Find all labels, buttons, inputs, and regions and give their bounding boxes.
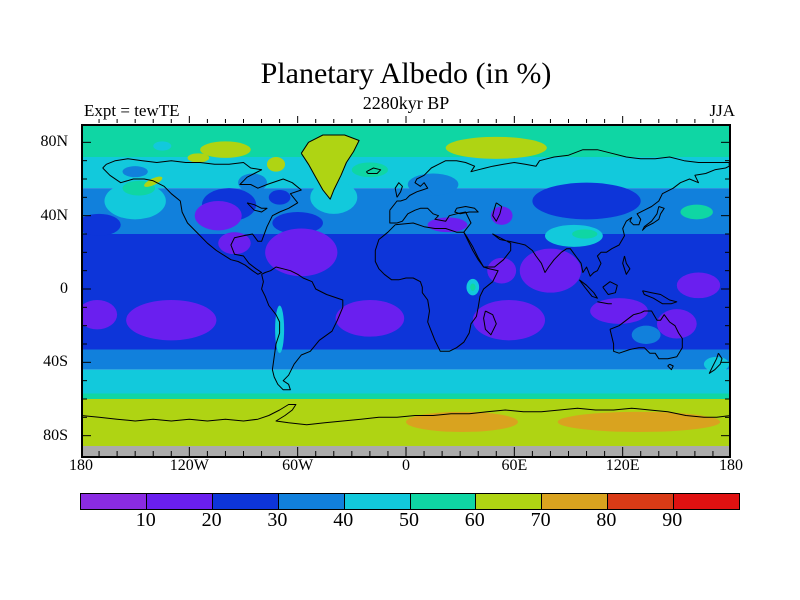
colorbar-segment <box>81 494 146 509</box>
colorbar-tick-label: 40 <box>333 509 354 531</box>
colorbar-segment <box>145 494 212 509</box>
lat-tick-label: 40N <box>40 206 68 224</box>
colorbar-segment <box>673 494 740 509</box>
colorbar-tick-label: 80 <box>596 509 617 531</box>
lon-tick-label: 120W <box>169 457 209 474</box>
colorbar-tick-label: 50 <box>399 509 419 531</box>
colorbar-tick-label: 30 <box>267 509 288 531</box>
colorbar-tick-label: 20 <box>201 509 222 531</box>
chart-title: Planetary Albedo (in %) <box>260 57 552 90</box>
lon-tick-label: 60E <box>501 457 528 474</box>
lon-tick-label: 60W <box>282 457 314 474</box>
lon-tick-label: 120E <box>605 457 640 474</box>
lat-tick-label: 80N <box>40 133 68 151</box>
colorbar-segment <box>277 494 344 509</box>
lat-tick-label: 80S <box>43 426 68 444</box>
colorbar-segment <box>211 494 278 509</box>
colorbar-segment <box>343 494 410 509</box>
lon-tick-label: 180 <box>69 457 93 474</box>
colorbar <box>80 493 740 510</box>
chart-subtitle: 2280kyr BP <box>362 93 450 113</box>
colorbar-segment <box>607 494 674 509</box>
lat-tick-label: 0 <box>60 280 68 297</box>
colorbar-segment <box>475 494 542 509</box>
colorbar-segment <box>409 494 476 509</box>
lat-tick-label: 40S <box>43 353 68 371</box>
map-plot <box>81 116 731 458</box>
lon-tick-label: 0 <box>402 457 410 474</box>
colorbar-tick-label: 70 <box>530 509 551 531</box>
colorbar-tick-label: 90 <box>662 509 683 531</box>
colorbar-segment <box>541 494 608 509</box>
season-label: JJA <box>709 101 735 120</box>
lon-tick-label: 180 <box>719 457 743 474</box>
experiment-label: Expt = tewTE <box>84 101 180 120</box>
colorbar-tick-label: 10 <box>135 509 156 531</box>
colorbar-tick-label: 60 <box>464 509 485 531</box>
